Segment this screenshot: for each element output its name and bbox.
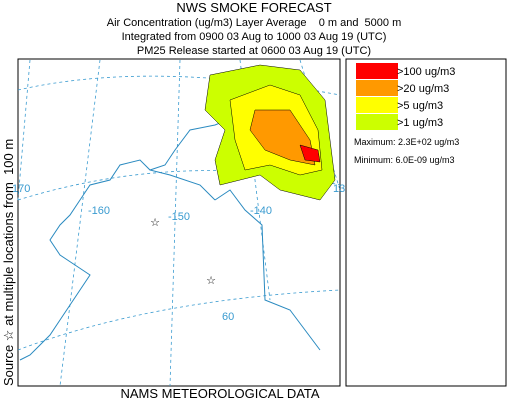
map-label: -150	[168, 211, 190, 223]
subtitle: Air Concentration (ug/m3) Layer Average …	[107, 17, 402, 29]
map-label: -140	[250, 205, 272, 217]
footer: NAMS METEOROLOGICAL DATA	[120, 386, 319, 401]
smoke-plume	[204, 64, 336, 201]
legend-label: >20 ug/m3	[397, 83, 449, 95]
source-markers: ☆ ☆	[150, 217, 216, 287]
map-label: 60	[222, 311, 234, 323]
legend-swatch	[356, 97, 398, 113]
side-label: Source ☆ at multiple locations from 100 …	[1, 139, 16, 386]
title: NWS SMOKE FORECAST	[176, 0, 331, 15]
map-label: 170	[12, 183, 30, 195]
svg-text:☆: ☆	[206, 275, 216, 287]
legend-label: >1 ug/m3	[397, 117, 443, 129]
legend-label: >100 ug/m3	[397, 66, 455, 78]
legend-swatch	[356, 114, 398, 130]
legend-frame	[345, 58, 507, 387]
legend-swatch	[356, 80, 398, 96]
map-label: -160	[88, 205, 110, 217]
svg-text:☆: ☆	[150, 217, 160, 229]
legend-minimum: Minimum: 6.0E-09 ug/m3	[354, 155, 455, 165]
subtitle: Integrated from 0900 03 Aug to 1000 03 A…	[122, 31, 387, 43]
legend-label: >5 ug/m3	[397, 100, 443, 112]
legend-swatch	[356, 63, 398, 79]
legend-maximum: Maximum: 2.3E+02 ug/m3	[354, 137, 459, 147]
subtitle: PM25 Release started at 0600 03 Aug 19 (…	[137, 45, 371, 57]
legend: >100 ug/m3 >20 ug/m3 >5 ug/m3 >1 ug/m3	[356, 63, 455, 130]
